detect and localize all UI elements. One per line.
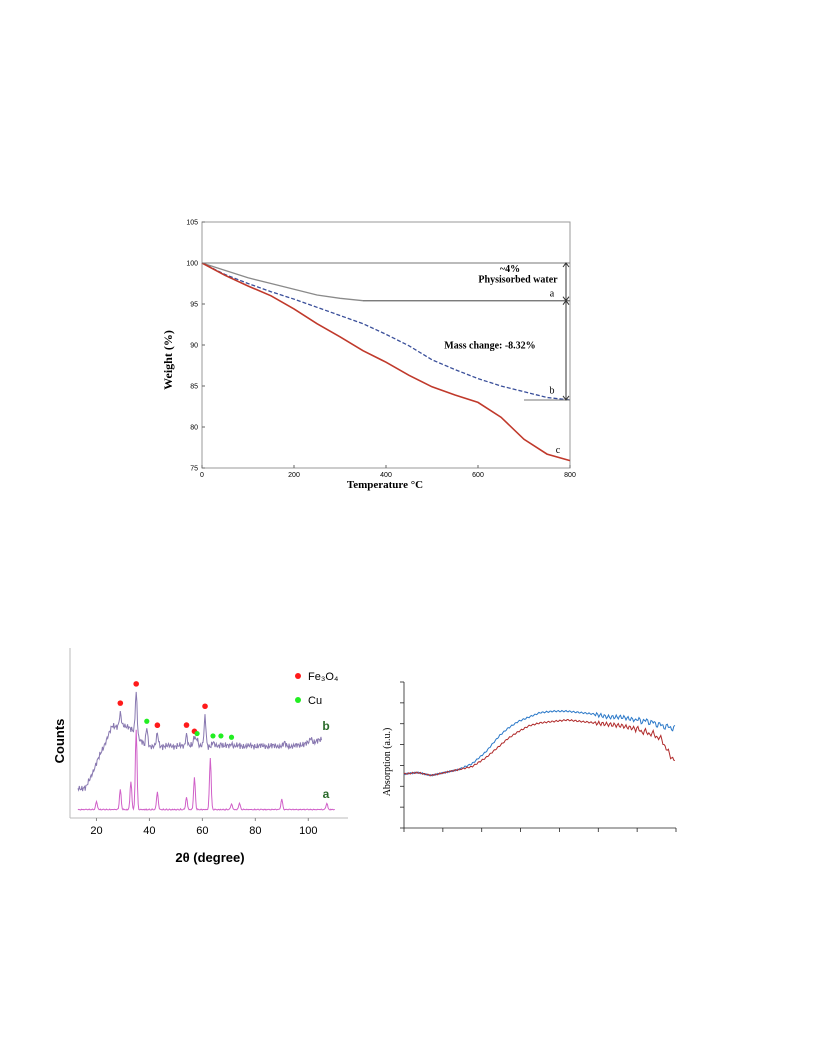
tga-series-c-line xyxy=(201,262,571,462)
xrd-cu-marker xyxy=(210,733,216,739)
tga-x-tick-label: 600 xyxy=(472,472,484,479)
xrd-ylabel: Counts xyxy=(52,719,67,764)
absorption-chart: Absorption (a.u.) xyxy=(378,676,682,836)
tga-y-tick-label: 85 xyxy=(190,384,198,391)
tga-water-label: Physisorbed water xyxy=(478,275,558,286)
xrd-fe3o4-marker xyxy=(154,722,161,729)
tga-arrow-head xyxy=(562,395,570,401)
tga-y-tick-label: 105 xyxy=(186,220,198,227)
tga-chart: 0 200 400 600 800 75 80 85 90 95 100 105 ~4% Physiso… xyxy=(160,214,580,494)
xrd-cu-marker xyxy=(218,733,224,739)
xrd-x-tick-label: 100 xyxy=(299,825,317,837)
tga-xlabel: Temperature °C xyxy=(347,479,423,491)
tga-chart-svg: 0 200 400 600 800 75 80 85 90 95 100 105 ~4%Physiso… xyxy=(161,220,576,492)
xrd-x-tick-label: 40 xyxy=(143,825,155,837)
xrd-series-a-line xyxy=(77,729,335,811)
xrd-x-tick-label: 80 xyxy=(249,825,261,837)
tga-x-tick-label: 400 xyxy=(380,472,392,479)
xrd-cu-marker xyxy=(144,718,150,724)
absorption-ylabel: Absorption (a.u.) xyxy=(382,728,393,797)
xrd-chart-svg: Fe₃O₄ Cub a 20 40 60 80 100 Counts 2θ (degree) xyxy=(52,648,348,865)
tga-mass-change-label: Mass change: -8.32% xyxy=(444,340,535,351)
xrd-series-b-line xyxy=(77,691,322,792)
tga-curve-b-label: b xyxy=(550,385,555,396)
tga-y-tick-label: 95 xyxy=(190,302,198,309)
xrd-fe3o4-marker xyxy=(133,681,139,687)
tga-y-tick-label: 80 xyxy=(190,425,198,432)
absorption-series-red-line xyxy=(403,718,676,777)
tga-arrow-head xyxy=(562,299,570,306)
xrd-fe3o4-marker xyxy=(117,700,124,706)
tga-y-tick-label: 90 xyxy=(190,343,198,350)
tga-series-b-line xyxy=(201,262,571,401)
tga-arrow-head xyxy=(562,262,570,268)
xrd-chart: Fe₃O₄ Cu b a 20 40 60 80 100 Counts 2θ (degree) xyxy=(50,646,362,868)
tga-x-tick-label: 200 xyxy=(288,472,300,479)
tga-water-percent: ~4% xyxy=(500,264,520,275)
xrd-curve-b-label: b xyxy=(322,719,329,733)
xrd-cu-marker xyxy=(194,730,200,737)
xrd-legend-cu-marker xyxy=(295,697,301,703)
tga-curve-a-label: a xyxy=(550,289,555,300)
tga-curve-c-label: c xyxy=(556,445,561,456)
xrd-fe3o4-marker xyxy=(183,722,190,728)
absorption-chart-svg: Absorption (a.u.) xyxy=(382,681,677,832)
absorption-series-blue-line xyxy=(403,709,676,777)
xrd-legend-fe3o4-label: Fe₃O₄ xyxy=(308,671,339,683)
tga-x-tick-label: 0 xyxy=(200,472,204,479)
xrd-xlabel: 2θ (degree) xyxy=(175,850,244,865)
tga-ylabel: Weight (%) xyxy=(161,330,175,390)
xrd-curve-a-label: a xyxy=(323,787,330,801)
tga-y-tick-label: 75 xyxy=(190,466,198,473)
xrd-x-tick-label: 20 xyxy=(90,825,102,837)
xrd-fe3o4-marker xyxy=(202,703,208,710)
tga-x-tick-label: 800 xyxy=(564,472,576,479)
xrd-legend-fe3o4-marker xyxy=(295,673,301,679)
xrd-legend-cu-label: Cu xyxy=(308,695,322,707)
xrd-x-tick-label: 60 xyxy=(196,825,208,837)
xrd-cu-marker xyxy=(228,734,235,740)
tga-y-tick-label: 100 xyxy=(186,261,198,268)
